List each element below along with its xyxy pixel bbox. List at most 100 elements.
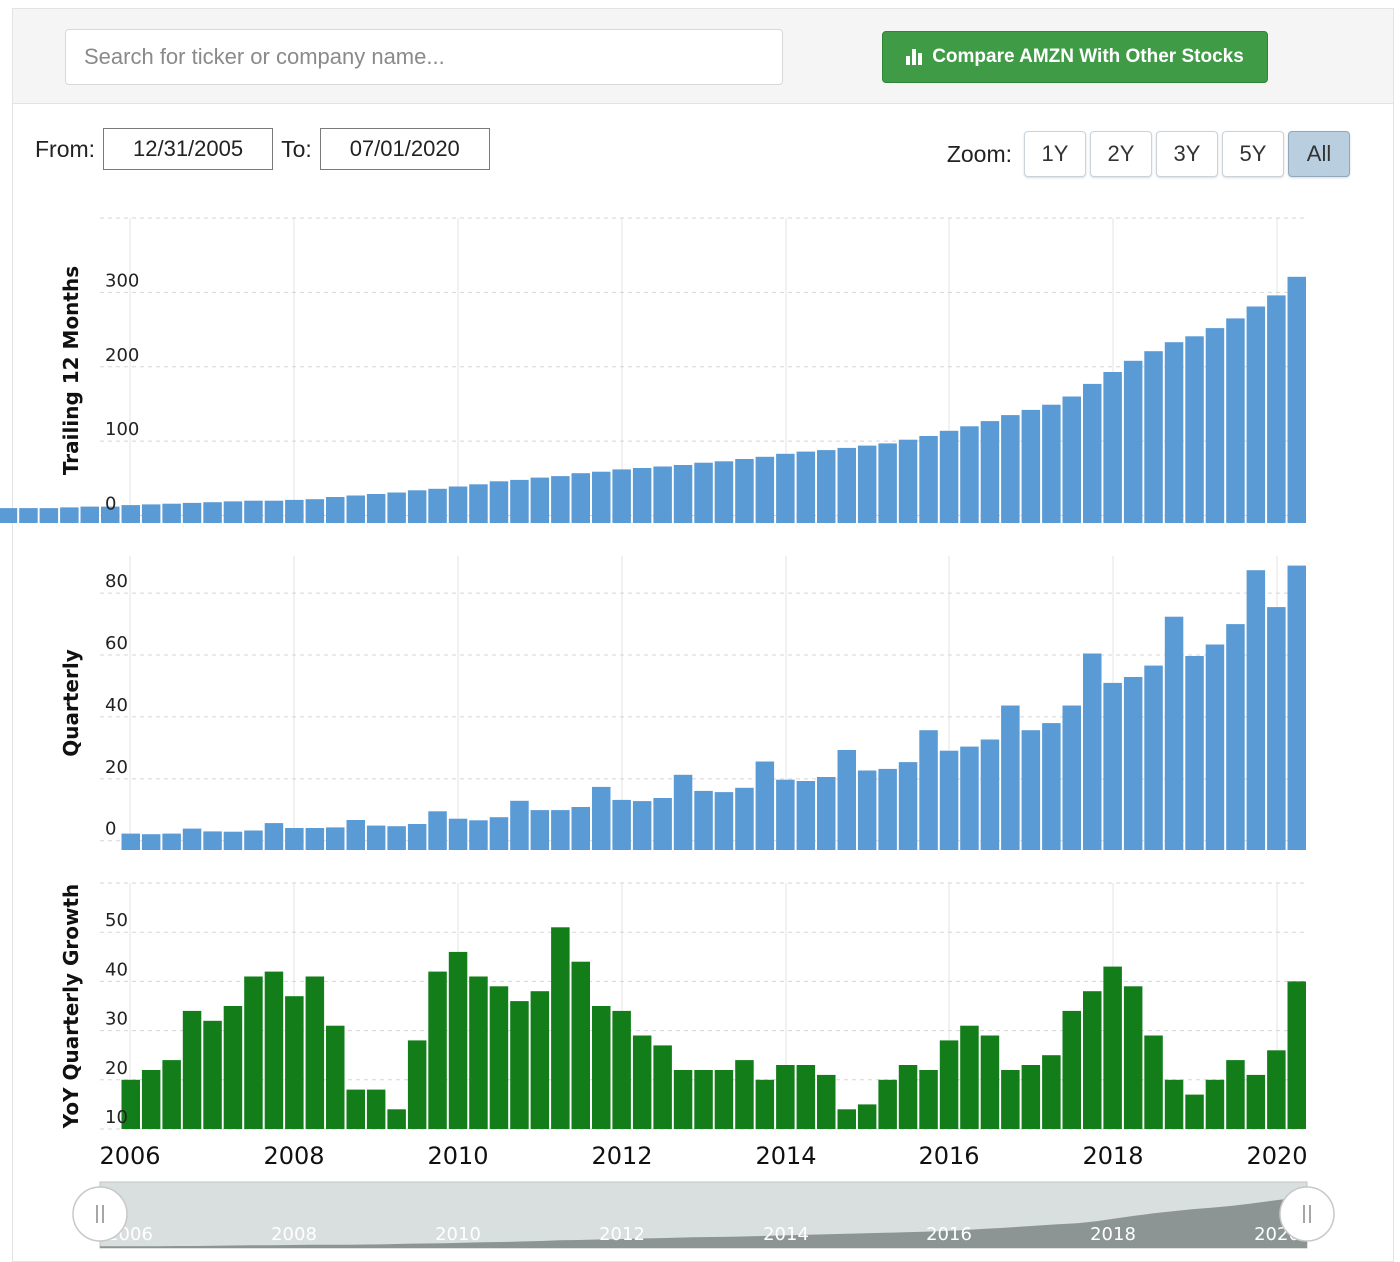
y-tick-label: 100 xyxy=(105,419,139,440)
zoom-all-button[interactable]: All xyxy=(1288,131,1350,177)
x-tick-label: 2010 xyxy=(427,1142,488,1170)
x-tick-label: 2016 xyxy=(918,1142,979,1170)
bar xyxy=(1164,1079,1184,1129)
navigator-area xyxy=(100,1194,1307,1248)
bar xyxy=(448,486,468,523)
bar xyxy=(980,739,1000,850)
y-tick-label: 20 xyxy=(105,1058,128,1079)
bar xyxy=(1021,730,1041,850)
zoom-1y-button[interactable]: 1Y xyxy=(1024,131,1086,177)
bar xyxy=(489,817,509,850)
to-date-input[interactable] xyxy=(319,128,490,170)
bar xyxy=(80,506,99,523)
bar xyxy=(653,1045,672,1129)
bar xyxy=(837,750,856,850)
bar xyxy=(857,1104,877,1129)
bar xyxy=(755,456,775,523)
navigator-label: 2010 xyxy=(435,1224,481,1245)
bar xyxy=(898,1065,918,1129)
chart-widget: Compare AMZN With Other Stocks xyxy=(12,8,1394,1262)
bar xyxy=(1021,409,1041,523)
y-tick-label: 40 xyxy=(105,959,128,980)
navigator-label: 2014 xyxy=(763,1224,809,1245)
zoom-2y-button[interactable]: 2Y xyxy=(1090,131,1152,177)
bar xyxy=(1287,565,1306,850)
bar xyxy=(919,1070,938,1129)
bar xyxy=(244,830,263,850)
bar xyxy=(878,443,897,523)
bar xyxy=(407,1040,427,1129)
bar xyxy=(1123,986,1143,1129)
bar xyxy=(980,1035,1000,1129)
bar xyxy=(305,828,325,850)
bar xyxy=(817,777,836,850)
from-date-input[interactable] xyxy=(103,128,274,170)
bar xyxy=(387,826,406,850)
bar xyxy=(919,436,938,523)
bar xyxy=(1042,1055,1061,1129)
y-tick-label: 20 xyxy=(105,757,128,778)
y-tick-label: 30 xyxy=(105,1009,128,1030)
bar xyxy=(551,810,570,850)
bar xyxy=(469,484,488,523)
handle-circle xyxy=(72,1186,128,1242)
bar xyxy=(510,1001,529,1129)
compare-stocks-button[interactable]: Compare AMZN With Other Stocks xyxy=(882,31,1268,83)
bar xyxy=(1287,276,1306,523)
y-tick-label: 10 xyxy=(105,1107,128,1128)
bar xyxy=(592,471,611,523)
y-tick-label: 0 xyxy=(105,819,116,840)
bar xyxy=(530,477,550,523)
bar xyxy=(898,439,918,523)
navigator-label: 2012 xyxy=(599,1224,645,1245)
bar xyxy=(1001,415,1020,523)
y-tick-label: 50 xyxy=(105,910,128,931)
bar xyxy=(285,828,304,850)
bar xyxy=(735,787,754,850)
bar xyxy=(1246,570,1266,850)
handle-circle xyxy=(1279,1186,1335,1242)
right-drag-handle-icon[interactable] xyxy=(1279,1186,1335,1242)
zoom-5y-button[interactable]: 5Y xyxy=(1222,131,1284,177)
zoom-controls: Zoom: 1Y 2Y 3Y 5Y All xyxy=(947,131,1350,177)
bar xyxy=(141,504,161,523)
x-tick-label: 2020 xyxy=(1246,1142,1307,1170)
bar xyxy=(1123,360,1143,523)
bar xyxy=(1083,653,1102,850)
bar xyxy=(776,1065,795,1129)
bar xyxy=(101,506,120,523)
bar xyxy=(469,820,488,850)
bar xyxy=(1123,677,1143,850)
bar xyxy=(428,971,447,1129)
bar xyxy=(326,1025,345,1129)
to-label: To: xyxy=(281,135,312,162)
bar xyxy=(346,495,365,523)
bar xyxy=(264,500,284,523)
date-range: From: To: xyxy=(35,128,498,170)
left-drag-handle-icon[interactable] xyxy=(72,1186,128,1242)
y-axis-title: Trailing 12 Months xyxy=(59,266,83,475)
bar xyxy=(571,961,590,1129)
bar xyxy=(632,468,652,523)
chart-panel-3: 10 20 30 40 50 YoY Quarterly Growth xyxy=(59,882,1307,1130)
bar xyxy=(387,492,406,523)
navigator-label: 2016 xyxy=(926,1224,972,1245)
zoom-3y-button[interactable]: 3Y xyxy=(1156,131,1218,177)
search-input[interactable] xyxy=(65,29,783,85)
bar xyxy=(1205,328,1225,523)
bar xyxy=(612,1010,631,1129)
bar xyxy=(448,951,468,1129)
bar xyxy=(1083,383,1102,523)
bar xyxy=(796,451,816,523)
bar xyxy=(223,501,243,523)
bar xyxy=(1246,1074,1266,1129)
bar xyxy=(1103,372,1122,523)
bar xyxy=(939,430,959,523)
bar xyxy=(407,824,427,850)
bar xyxy=(1267,295,1286,523)
bar xyxy=(223,831,243,850)
bar xyxy=(244,500,263,523)
bar xyxy=(1144,1035,1163,1129)
bar xyxy=(285,499,304,523)
bar xyxy=(1042,404,1061,523)
